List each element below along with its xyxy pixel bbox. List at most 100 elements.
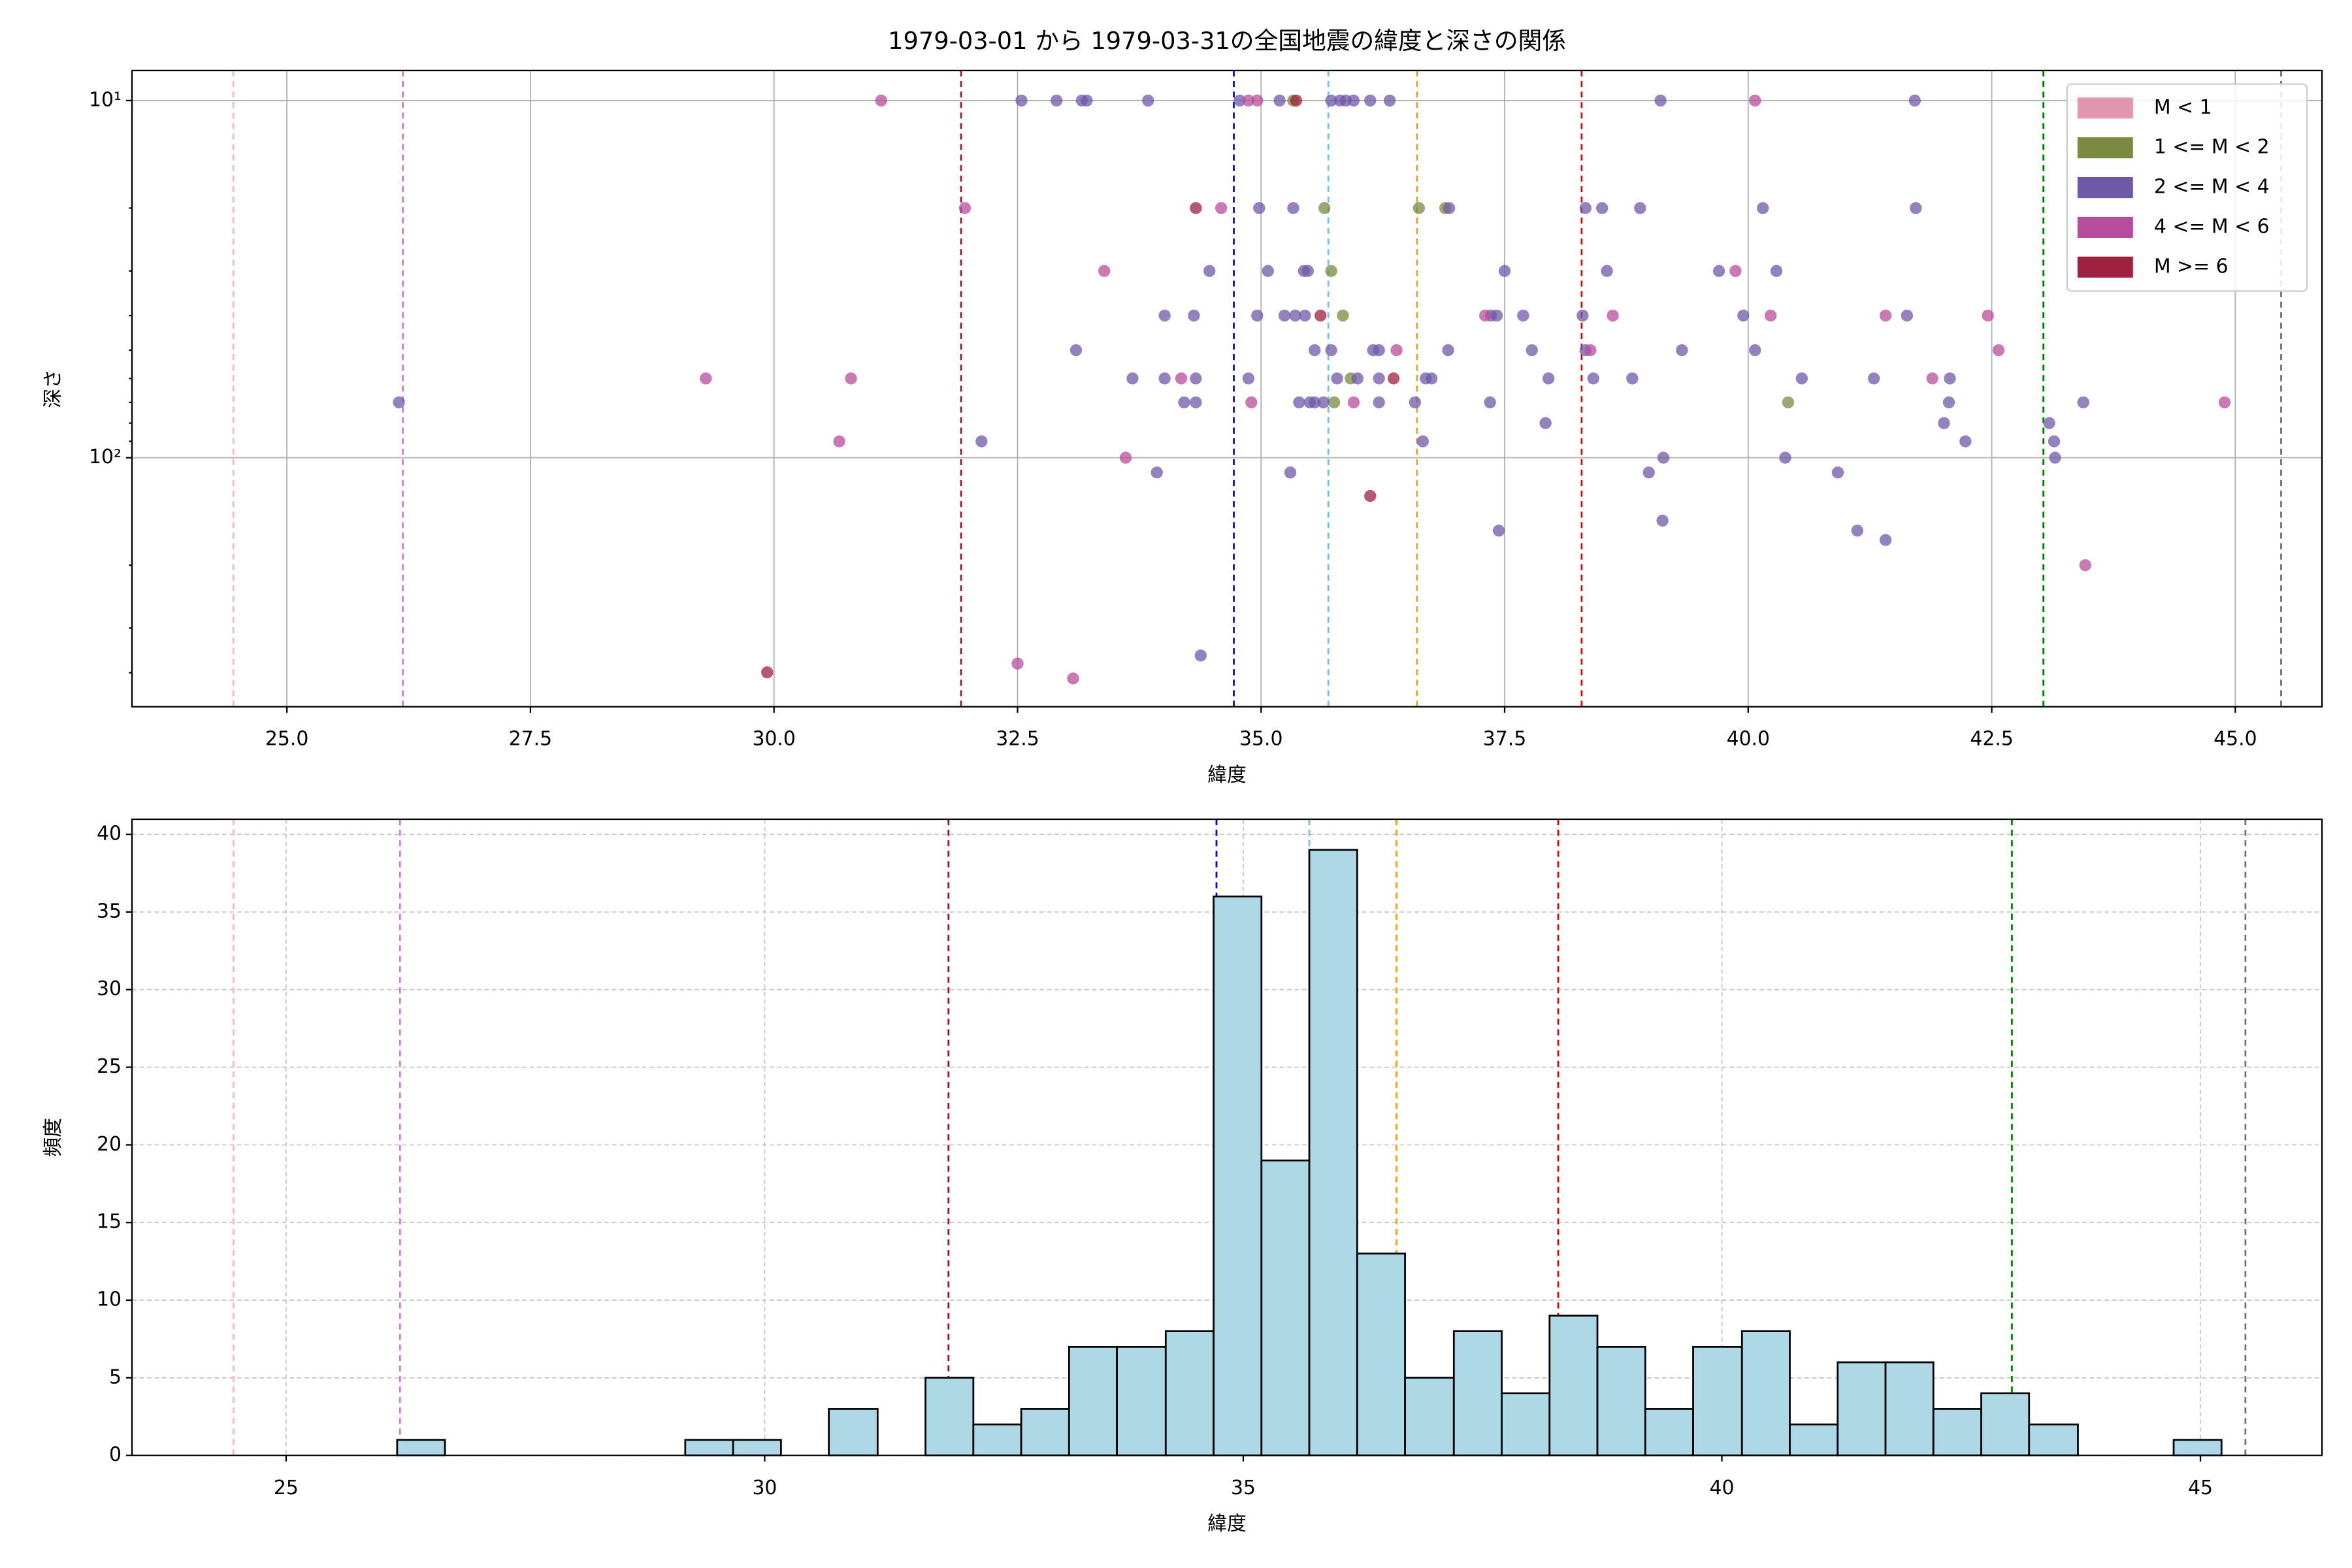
histogram-bar xyxy=(1260,1159,1311,1457)
histogram-bar xyxy=(1596,1345,1646,1457)
scatter-point xyxy=(1901,309,1914,322)
legend-label: 1 <= M < 2 xyxy=(2154,136,2270,159)
scatter-point xyxy=(1373,372,1385,385)
histogram-bar xyxy=(684,1439,734,1457)
scatter-point xyxy=(1992,344,2005,357)
scatter-point xyxy=(1273,94,1286,107)
y-tick-label: 15 xyxy=(97,1211,122,1233)
legend-swatch xyxy=(2077,256,2133,278)
scatter-point xyxy=(1331,372,1343,385)
scatter-point xyxy=(975,435,988,448)
scatter-point xyxy=(1317,396,1330,409)
scatter-point xyxy=(1289,309,1301,322)
histogram-bar xyxy=(1932,1408,1982,1457)
histogram-bar xyxy=(1837,1361,1887,1457)
x-tick-label: 45 xyxy=(2188,1477,2213,1499)
x-tick-label: 37.5 xyxy=(1483,728,1526,751)
scatter-point xyxy=(1190,202,1202,214)
chart-title: 1979-03-01 から 1979-03-31の全国地震の緯度と深さの関係 xyxy=(888,27,1566,55)
scatter-point xyxy=(1831,466,1844,479)
scatter-point xyxy=(1126,372,1139,385)
scatter-point xyxy=(1782,396,1795,409)
scatter-point xyxy=(1251,309,1264,322)
scatter-point xyxy=(1373,396,1385,409)
scatter-point xyxy=(1779,451,1791,464)
scatter-point xyxy=(1656,514,1669,527)
scatter-point xyxy=(1325,94,1337,107)
scatter-point xyxy=(1959,435,1972,448)
scatter-point xyxy=(1215,202,1228,214)
scatter-point xyxy=(1081,94,1093,107)
scatter-point xyxy=(1498,265,1511,277)
legend-swatch xyxy=(2077,177,2133,199)
scatter-point xyxy=(1011,657,1024,670)
x-tick-label: 30.0 xyxy=(752,728,795,751)
scatter-point xyxy=(1309,396,1321,409)
histogram-bar xyxy=(1980,1392,2031,1457)
x-tick-label: 45.0 xyxy=(2213,728,2257,751)
scatter-point xyxy=(1539,417,1552,429)
y-tick-label: 10 xyxy=(97,1288,122,1311)
legend-swatch xyxy=(2077,97,2133,119)
scatter-point xyxy=(1764,309,1777,322)
histogram-bar xyxy=(924,1377,975,1457)
scatter-point xyxy=(1067,672,1079,685)
histogram-bar xyxy=(1404,1377,1455,1457)
histogram-bar xyxy=(1740,1330,1791,1457)
scatter-point xyxy=(1607,309,1619,322)
scatter-point xyxy=(1387,372,1400,385)
histogram-bar xyxy=(2172,1439,2223,1457)
scatter-point xyxy=(1178,396,1190,409)
scatter-point xyxy=(1657,451,1670,464)
x-tick-label: 27.5 xyxy=(509,728,552,751)
scatter-point xyxy=(2218,396,2231,409)
scatter-point xyxy=(1175,372,1188,385)
scatter-point xyxy=(2043,417,2055,429)
scatter-point xyxy=(1328,396,1341,409)
scatter-point xyxy=(1426,372,1438,385)
scatter-point xyxy=(1293,396,1305,409)
legend-swatch xyxy=(2077,137,2133,159)
scatter-point xyxy=(1309,344,1321,357)
scatter-point xyxy=(1944,372,1956,385)
scatter-point xyxy=(1190,396,1202,409)
scatter-point xyxy=(1287,202,1299,214)
scatter-point xyxy=(1492,524,1505,537)
scatter-point xyxy=(1299,309,1311,322)
plot-frame xyxy=(131,818,2323,1456)
scatter-point xyxy=(1795,372,1808,385)
scatter-point xyxy=(1749,344,1761,357)
scatter-point xyxy=(1347,396,1360,409)
plot-frame xyxy=(131,69,2323,708)
scatter-point xyxy=(1242,94,1255,107)
scatter-point xyxy=(1879,534,1892,546)
scatter-point xyxy=(1867,372,1880,385)
scatter-point xyxy=(2079,559,2091,572)
histogram-bar xyxy=(1644,1408,1694,1457)
x-tick-label: 25.0 xyxy=(265,728,308,751)
histogram-bar xyxy=(732,1439,782,1457)
histogram-bar xyxy=(1692,1345,1743,1457)
histogram-bar xyxy=(1068,1345,1118,1457)
scatter-point xyxy=(1251,94,1264,107)
scatter-point xyxy=(1879,309,1892,322)
x-tick-label: 25 xyxy=(274,1477,299,1499)
scatter-point xyxy=(1910,202,1922,214)
x-axis-label: 緯度 xyxy=(1207,1512,1247,1535)
scatter-point xyxy=(1587,372,1599,385)
scatter-point xyxy=(1654,94,1667,107)
histogram-bar xyxy=(1789,1423,1839,1457)
scatter-point xyxy=(1542,372,1555,385)
scatter-point xyxy=(2077,396,2089,409)
scatter-point xyxy=(1098,265,1111,277)
scatter-point xyxy=(1601,265,1613,277)
scatter-point xyxy=(1158,309,1171,322)
scatter-point xyxy=(1364,94,1377,107)
scatter-point xyxy=(1851,524,1864,537)
histogram-bar xyxy=(1884,1361,1935,1457)
scatter-point xyxy=(1756,202,1769,214)
scatter-point xyxy=(833,435,845,448)
scatter-point xyxy=(2049,451,2061,464)
scatter-point xyxy=(1301,265,1315,277)
